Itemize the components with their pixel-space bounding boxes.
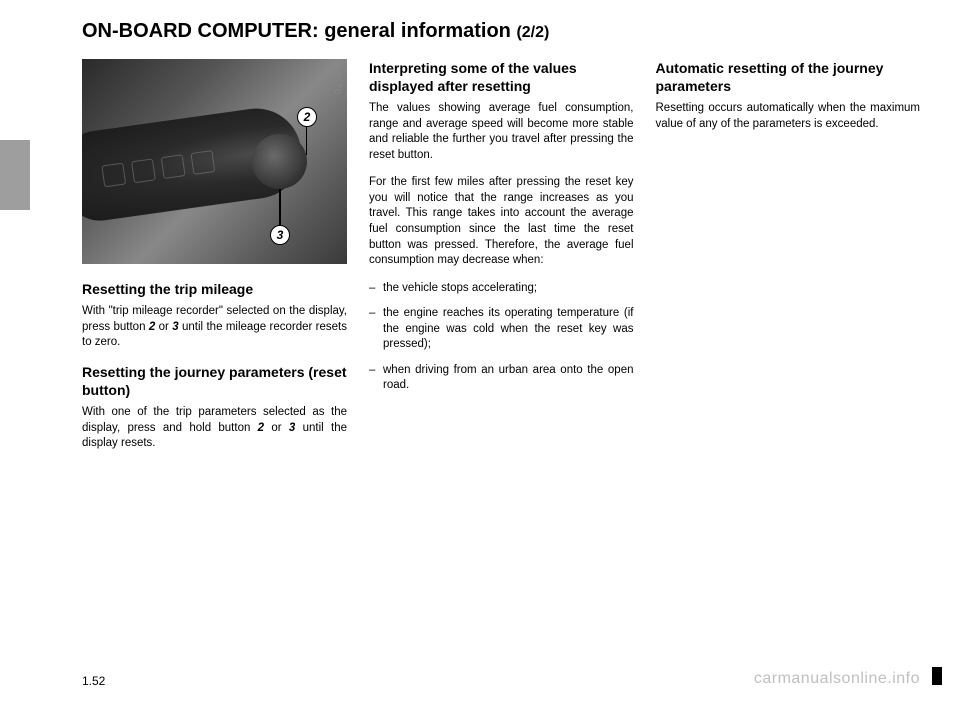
corner-mark	[932, 667, 942, 685]
page-title: ON-BOARD COMPUTER: general information (…	[82, 20, 920, 43]
callout-line-2	[306, 125, 308, 155]
column-3: Automatic resetting of the journey param…	[656, 59, 921, 464]
list-item: when driving from an urban area onto the…	[369, 363, 634, 394]
figure-code: 35570	[333, 65, 343, 95]
heading-interpreting: Interpreting some of the values displaye…	[369, 59, 634, 95]
side-tab	[0, 140, 30, 210]
column-1: 35570 2 3 Resetting the trip mileage Wit…	[82, 59, 347, 464]
para-auto-reset: Resetting occurs automatically when the …	[656, 101, 921, 132]
title-sub: (2/2)	[516, 24, 549, 41]
callout-3: 3	[270, 225, 290, 245]
callout-3-label: 3	[277, 228, 284, 242]
content-columns: 35570 2 3 Resetting the trip mileage Wit…	[82, 59, 920, 464]
callout-2-label: 2	[304, 110, 311, 124]
para-interpreting-2: For the first few miles after pressing t…	[369, 175, 634, 268]
heading-reset-trip: Resetting the trip mileage	[82, 280, 347, 298]
para-interpreting-1: The values showing average fuel consumpt…	[369, 101, 634, 163]
list-item: the engine reaches its operating tempera…	[369, 306, 634, 353]
list-item: the vehicle stops accelerating;	[369, 281, 634, 297]
para-reset-trip: With "trip mileage recorder" selected on…	[82, 304, 347, 351]
heading-auto-reset: Automatic resetting of the journey param…	[656, 59, 921, 95]
figure-stalk: 35570 2 3	[82, 59, 347, 264]
wiper-icon	[131, 158, 156, 183]
page-number: 1.52	[82, 674, 105, 688]
wiper-icon	[101, 163, 126, 188]
stalk-tip	[252, 134, 307, 189]
callout-line-3	[279, 189, 281, 227]
text-fragment: or	[264, 422, 289, 434]
para-reset-journey: With one of the trip parameters selected…	[82, 405, 347, 452]
heading-reset-journey: Resetting the journey parameters (reset …	[82, 363, 347, 399]
bullet-list: the vehicle stops accelerating; the engi…	[369, 281, 634, 394]
wiper-icon	[161, 154, 186, 179]
callout-2: 2	[297, 107, 317, 127]
watermark: carmanualsonline.info	[754, 670, 920, 688]
wiper-icon	[190, 150, 215, 175]
title-main: ON-BOARD COMPUTER: general information	[82, 20, 516, 42]
text-fragment: or	[155, 321, 172, 333]
column-2: Interpreting some of the values displaye…	[369, 59, 634, 464]
